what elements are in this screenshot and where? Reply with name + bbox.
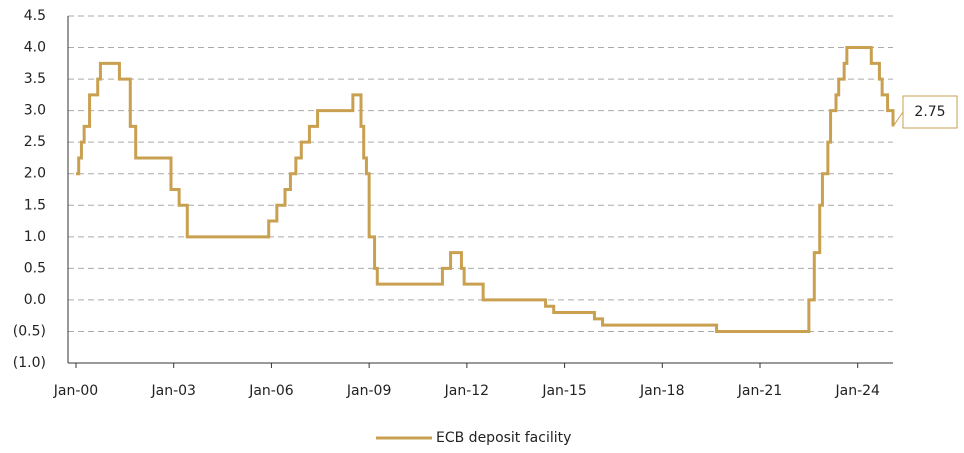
- y-tick-label: (0.5): [13, 323, 46, 339]
- callout-leader: [892, 111, 904, 127]
- legend-label: ECB deposit facility: [436, 430, 571, 446]
- x-tick-label: Jan-09: [346, 383, 391, 399]
- x-tick-label: Jan-06: [248, 383, 294, 399]
- x-tick-label: Jan-24: [834, 383, 880, 399]
- y-tick-label: 3.0: [24, 103, 46, 119]
- x-tick-label: Jan-12: [444, 383, 489, 399]
- y-tick-label: 0.0: [24, 292, 46, 308]
- y-tick-label: 2.0: [24, 166, 46, 182]
- y-tick-label: 3.5: [24, 71, 46, 87]
- x-tick-label: Jan-00: [53, 383, 98, 399]
- y-tick-label: 4.5: [24, 8, 46, 24]
- y-tick-label: 1.0: [24, 229, 46, 245]
- x-tick-label: Jan-03: [150, 383, 195, 399]
- series-line: [76, 46, 895, 333]
- x-tick-label: Jan-18: [639, 383, 684, 399]
- y-tick-label: 1.5: [24, 197, 46, 213]
- callout-label: 2.75: [914, 104, 945, 120]
- y-tick-label: 4.0: [24, 40, 46, 56]
- x-tick-label: Jan-21: [737, 383, 782, 399]
- callout-box: [902, 95, 958, 129]
- y-tick-label: (1.0): [13, 355, 46, 371]
- y-tick-label: 0.5: [24, 260, 46, 276]
- y-tick-label: 2.5: [24, 134, 46, 150]
- x-tick-label: Jan-15: [541, 383, 586, 399]
